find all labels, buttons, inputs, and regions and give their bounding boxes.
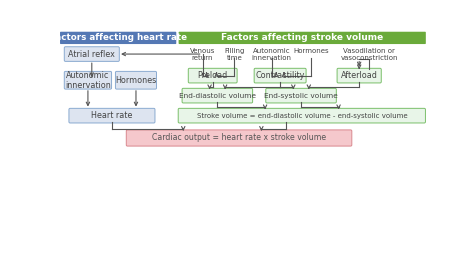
FancyBboxPatch shape bbox=[179, 32, 426, 44]
Text: Filling
time: Filling time bbox=[224, 48, 245, 61]
FancyBboxPatch shape bbox=[254, 68, 306, 83]
Text: Atrial reflex: Atrial reflex bbox=[68, 50, 115, 59]
FancyBboxPatch shape bbox=[337, 68, 381, 83]
Text: Autonomic
innervation: Autonomic innervation bbox=[252, 48, 292, 61]
Text: End-diastolic volume: End-diastolic volume bbox=[179, 93, 256, 99]
FancyBboxPatch shape bbox=[64, 71, 111, 89]
Text: Venous
return: Venous return bbox=[190, 48, 215, 61]
Text: Factors affecting stroke volume: Factors affecting stroke volume bbox=[221, 33, 383, 42]
Text: Hormones: Hormones bbox=[115, 76, 156, 85]
Text: Cardiac output = heart rate x stroke volume: Cardiac output = heart rate x stroke vol… bbox=[152, 133, 326, 142]
Text: Vasodilation or
vasoconstriction: Vasodilation or vasoconstriction bbox=[340, 48, 398, 61]
FancyBboxPatch shape bbox=[64, 47, 119, 61]
FancyBboxPatch shape bbox=[266, 88, 337, 103]
Text: Heart rate: Heart rate bbox=[91, 111, 133, 120]
Text: Factors affecting heart rate: Factors affecting heart rate bbox=[50, 33, 187, 42]
Text: Afterload: Afterload bbox=[341, 71, 378, 80]
FancyBboxPatch shape bbox=[60, 32, 176, 44]
FancyBboxPatch shape bbox=[178, 108, 426, 123]
Text: Autonomic
innervation: Autonomic innervation bbox=[65, 70, 111, 90]
Text: Stroke volume = end-diastolic volume - end-systolic volume: Stroke volume = end-diastolic volume - e… bbox=[197, 113, 407, 119]
FancyBboxPatch shape bbox=[69, 108, 155, 123]
FancyBboxPatch shape bbox=[126, 130, 352, 146]
Text: Contractility: Contractility bbox=[255, 71, 305, 80]
Text: End-systolic volume: End-systolic volume bbox=[264, 93, 338, 99]
FancyBboxPatch shape bbox=[188, 68, 237, 83]
Text: Preload: Preload bbox=[198, 71, 228, 80]
Text: Hormones: Hormones bbox=[293, 48, 329, 54]
FancyBboxPatch shape bbox=[182, 88, 253, 103]
FancyBboxPatch shape bbox=[116, 71, 156, 89]
